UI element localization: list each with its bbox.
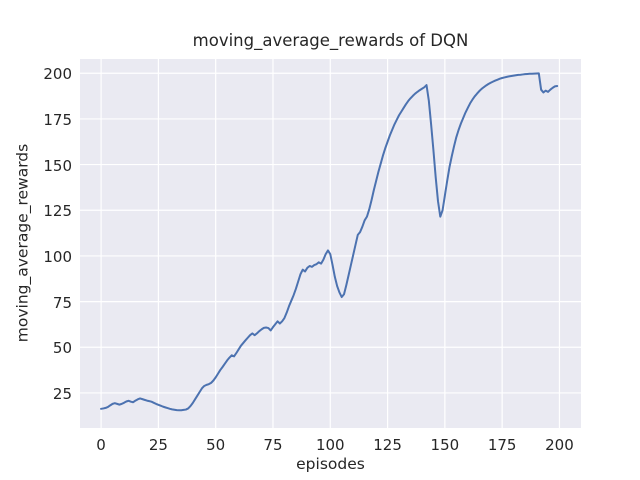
x-tick-label: 100: [315, 436, 345, 454]
x-tick-label: 150: [430, 436, 460, 454]
y-tick-label: 125: [43, 202, 72, 221]
x-axis-label: episodes: [296, 455, 365, 473]
x-tick-label: 0: [96, 436, 106, 454]
y-tick-label: 75: [52, 293, 72, 312]
chart-title: moving_average_rewards of DQN: [192, 31, 469, 50]
y-tick-label: 150: [43, 156, 72, 175]
y-tick-label: 200: [43, 65, 72, 84]
x-tick-label: 50: [206, 436, 226, 454]
x-tick-label: 125: [373, 436, 402, 454]
x-tick-label: 75: [263, 436, 283, 454]
plot-area: [80, 59, 581, 428]
x-tick-label: 25: [148, 436, 168, 454]
x-tick-label: 200: [545, 436, 574, 454]
line-plot-svg: [80, 59, 581, 428]
y-tick-label: 100: [43, 247, 72, 266]
x-tick-label: 175: [487, 436, 517, 454]
reward-line: [100, 72, 559, 412]
y-tick-label: 50: [52, 339, 72, 358]
y-tick-label: 25: [52, 384, 72, 403]
y-tick-label: 175: [43, 110, 72, 129]
